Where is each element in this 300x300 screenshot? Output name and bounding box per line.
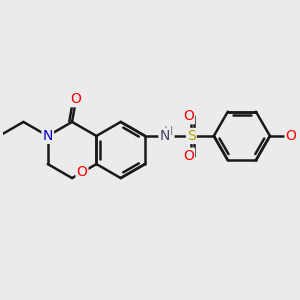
Text: O: O <box>183 109 194 123</box>
Text: O: O <box>286 129 296 143</box>
Text: H: H <box>164 125 174 138</box>
Text: O: O <box>70 92 82 106</box>
Text: O: O <box>183 148 194 163</box>
Text: N: N <box>160 129 170 143</box>
Text: S: S <box>187 129 196 143</box>
Text: N: N <box>43 129 53 143</box>
Text: O: O <box>76 166 87 179</box>
